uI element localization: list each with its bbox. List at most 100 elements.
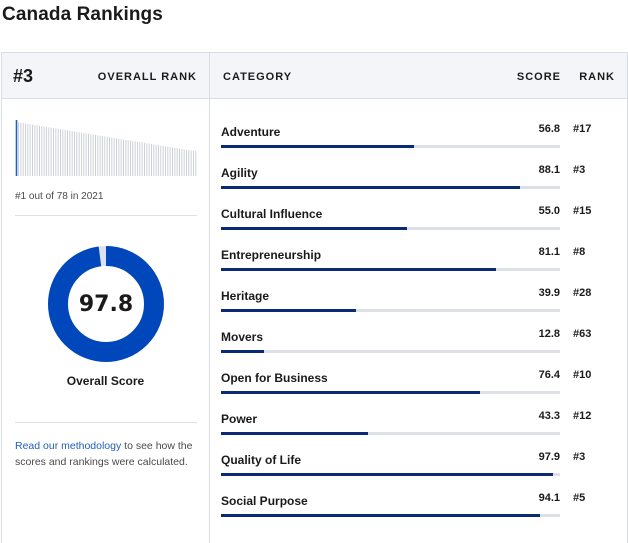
score-bar-track	[221, 432, 560, 435]
sparkline-bar	[195, 151, 197, 176]
score-bar-track	[221, 227, 560, 230]
category-name: Cultural Influence	[221, 207, 323, 221]
sparkline-bar	[88, 133, 89, 176]
rank-column-header: RANK	[579, 71, 615, 83]
sparkline-bar	[90, 134, 92, 176]
score-bar-fill	[221, 350, 265, 353]
sidebar-divider	[15, 215, 197, 216]
category-score: 43.3	[538, 410, 560, 422]
sparkline-bar	[74, 131, 75, 176]
sparkline-bar	[22, 123, 24, 176]
sparkline-bar	[39, 125, 40, 176]
sparkline-bar	[46, 126, 47, 176]
sparkline-bar-current	[15, 120, 18, 176]
sparkline-bar	[62, 129, 64, 176]
sparkline-bar	[162, 145, 164, 176]
sparkline-bar	[120, 139, 122, 176]
sparkline-bar	[132, 141, 134, 176]
sparkline-bar	[123, 139, 124, 176]
sparkline-bar	[139, 142, 141, 176]
category-rank: #8	[573, 246, 586, 258]
rankings-card: #3 OVERALL RANK CATEGORY SCORE RANK #1 o…	[1, 52, 628, 543]
category-rank: #5	[573, 492, 586, 504]
sparkline-bar	[165, 146, 166, 176]
sparkline-bar	[97, 135, 99, 176]
sparkline-bar	[34, 125, 36, 176]
score-bar-fill	[221, 145, 414, 148]
category-score: 12.8	[538, 328, 560, 340]
category-row: Movers 12.8	[221, 316, 560, 357]
score-column-header: SCORE	[516, 71, 561, 83]
sparkline-bar	[60, 129, 61, 176]
score-bar-fill	[221, 473, 553, 476]
sparkline-bar	[146, 143, 148, 176]
score-bar-track	[221, 268, 560, 271]
category-name: Adventure	[221, 125, 281, 139]
category-name: Movers	[221, 330, 264, 344]
category-row: Adventure 56.8	[221, 111, 560, 152]
sparkline-bar	[111, 137, 113, 176]
sparkline-bar	[153, 144, 155, 176]
sparkline-bar	[174, 147, 176, 176]
sparkline-bar	[125, 139, 127, 176]
sparkline-bar	[36, 125, 38, 176]
category-score: 39.9	[538, 287, 560, 299]
sparkline-bar	[127, 140, 129, 176]
sparkline-bar	[64, 129, 66, 176]
sparkline-bar	[48, 127, 50, 176]
overall-rank-label: OVERALL RANK	[97, 71, 197, 83]
overall-score-label: Overall Score	[66, 374, 145, 388]
sparkline-bar	[151, 144, 152, 176]
category-rank: #17	[573, 123, 592, 135]
sparkline-bar	[181, 148, 183, 176]
overall-rank-header: #3 OVERALL RANK	[2, 53, 209, 99]
sparkline-bar	[183, 149, 185, 176]
score-bar-track	[221, 145, 560, 148]
category-score: 56.8	[538, 123, 560, 135]
sparkline-bar	[57, 128, 59, 176]
category-name: Power	[221, 412, 258, 426]
sparkline-bar	[102, 136, 103, 176]
overall-score-donut	[48, 246, 164, 362]
rank-caption: #1 out of 78 in 2021	[15, 191, 104, 202]
sparkline-bar	[55, 128, 57, 176]
category-row: Power 43.3	[221, 398, 560, 439]
sparkline-bar	[104, 136, 106, 176]
score-bar-fill	[221, 391, 480, 394]
category-score: 55.0	[538, 205, 560, 217]
methodology-note: Read our methodology to see how the scor…	[15, 438, 200, 470]
sparkline-bar	[78, 132, 80, 176]
methodology-link[interactable]: Read our methodology	[15, 440, 122, 452]
sparkline-bar	[43, 126, 45, 176]
sparkline-bar	[99, 135, 101, 176]
sparkline-bar	[27, 123, 29, 176]
column-divider	[209, 53, 210, 543]
category-rank: #28	[573, 287, 592, 299]
sparkline-bar	[25, 123, 26, 176]
score-bar-track	[221, 514, 560, 517]
sparkline-bar	[188, 150, 190, 176]
category-score: 76.4	[538, 369, 560, 381]
category-score: 97.9	[538, 451, 560, 463]
sparkline-bar	[176, 148, 178, 176]
category-column-header: CATEGORY	[223, 71, 293, 83]
overall-rank-number: #3	[13, 66, 34, 86]
sparkline-bar	[69, 130, 71, 176]
sparkline-bar	[29, 124, 31, 176]
sparkline-bar	[67, 130, 68, 176]
sparkline-bar	[130, 140, 131, 176]
sparkline-bar	[169, 147, 171, 176]
sparkline-bar	[113, 137, 115, 176]
donut-fill	[48, 246, 164, 362]
sidebar-divider	[15, 422, 197, 423]
category-row: Heritage 39.9	[221, 275, 560, 316]
sparkline-bar	[190, 150, 192, 176]
score-bar-fill	[221, 309, 357, 312]
category-rank: #3	[573, 164, 586, 176]
sparkline-bar	[167, 146, 169, 176]
sparkline-bar	[106, 136, 108, 176]
sparkline-bar	[81, 132, 82, 176]
sparkline-bar	[53, 128, 54, 176]
page-title: Canada Rankings	[2, 4, 163, 25]
sparkline-bar	[116, 138, 117, 176]
